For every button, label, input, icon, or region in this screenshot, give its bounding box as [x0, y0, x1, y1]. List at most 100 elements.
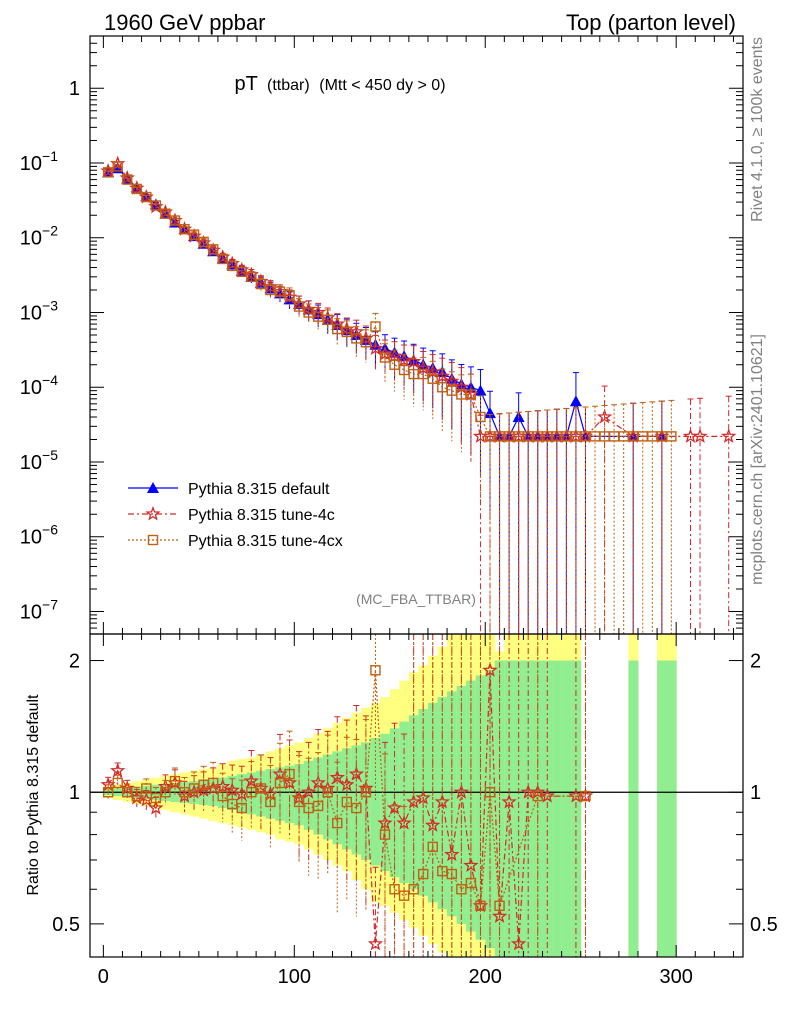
title-sub1: (ttbar) [267, 77, 310, 94]
data-point [141, 783, 152, 794]
data-point [131, 183, 142, 195]
y-tick-label: 10−7 [20, 596, 58, 623]
band-green [513, 660, 524, 957]
data-point [293, 796, 305, 808]
y-tick-label: 1 [69, 78, 80, 100]
data-point [110, 762, 126, 778]
data-point [360, 337, 372, 348]
data-point [379, 829, 391, 840]
band-green [542, 660, 553, 957]
band-green [284, 765, 295, 824]
data-point [379, 352, 391, 363]
legend-label: Pythia 8.315 default [188, 481, 330, 498]
data-point [389, 359, 400, 370]
data-point [312, 800, 324, 812]
data-point [396, 352, 412, 367]
analysis-watermark: (MC_FBA_TTBAR) [356, 591, 476, 607]
data-point [446, 868, 458, 880]
data-point [246, 271, 257, 283]
plot-title: pT (ttbar) (Mtt < 450 dy > 0) [234, 73, 445, 95]
data-point [682, 428, 699, 443]
legend-marker [145, 505, 161, 521]
data-point [596, 408, 613, 424]
data-point [150, 792, 162, 804]
data-point [465, 877, 477, 889]
data-point [580, 790, 591, 802]
data-point [179, 224, 190, 235]
data-point [475, 411, 486, 423]
data-point [265, 796, 276, 808]
data-point [415, 789, 431, 805]
data-point [396, 815, 412, 830]
y-tick-exponent: −5 [42, 447, 58, 463]
title-main: pT [234, 73, 257, 95]
data-point [427, 373, 438, 384]
data-point [293, 301, 305, 312]
data-point [150, 200, 162, 211]
band-green [485, 670, 496, 949]
y-tick-exponent: −4 [42, 372, 58, 388]
header-right: Top (parton level) [566, 10, 736, 35]
data-point [482, 662, 498, 677]
data-point [465, 389, 477, 400]
data-point [692, 428, 708, 443]
data-point [370, 665, 381, 676]
series-line [107, 165, 672, 437]
header-left: 1960 GeV ppbar [104, 10, 265, 35]
data-point [217, 253, 228, 265]
data-point [339, 776, 355, 792]
band-green [628, 660, 639, 957]
band-green [332, 751, 343, 845]
data-point [405, 793, 422, 809]
y-tick-label: 10−4 [20, 372, 58, 399]
data-point [417, 358, 430, 370]
data-point [207, 777, 219, 789]
y-tick-label: 10−1 [20, 148, 58, 175]
x-tick-label: 200 [469, 966, 502, 988]
axes-layer: 0 100 200 300 1 10−1 10−2 10−3 10−4 10−5 10−6 10−7 0… [20, 35, 778, 988]
series-2 [102, 161, 677, 634]
data-point [377, 815, 393, 830]
data-point [367, 935, 384, 951]
data-point [721, 428, 737, 443]
x-tick-label: 100 [278, 966, 311, 988]
data-point [405, 353, 422, 369]
data-point [169, 775, 181, 787]
data-point [351, 802, 362, 814]
data-point [224, 782, 240, 797]
y-tick-label: 10−2 [20, 223, 58, 250]
data-point [360, 787, 372, 798]
main-series-layer [100, 155, 737, 634]
data-point [255, 783, 267, 794]
data-point [370, 321, 381, 332]
data-point [274, 777, 286, 789]
data-point [102, 167, 114, 178]
y-tick-exponent: −3 [42, 297, 58, 313]
data-point [188, 229, 200, 240]
data-point [398, 890, 410, 901]
ratio-y-tick-label: 2 [69, 651, 80, 673]
data-point [227, 260, 238, 272]
data-point [417, 868, 429, 880]
data-point [475, 900, 486, 911]
data-point [408, 884, 419, 895]
band-green [523, 660, 534, 957]
data-point [511, 935, 527, 951]
ratio-y-tick-label-right: 2 [750, 651, 761, 673]
data-point [320, 780, 336, 795]
data-point [160, 208, 171, 219]
data-point [427, 841, 438, 853]
ratio-y-tick-label: 1 [69, 782, 80, 804]
data-point [131, 790, 142, 802]
y-tick-exponent: −2 [42, 223, 58, 239]
ratio-ylabel: Ratio to Pythia 8.315 default [25, 694, 42, 896]
legend-marker [147, 534, 159, 546]
legend-label: Pythia 8.315 tune-4c [188, 507, 335, 524]
data-point [243, 773, 259, 788]
data-point [434, 793, 451, 809]
data-point [341, 796, 353, 808]
data-point [444, 846, 460, 862]
data-point [456, 884, 467, 895]
x-tick-label: 0 [98, 966, 109, 988]
